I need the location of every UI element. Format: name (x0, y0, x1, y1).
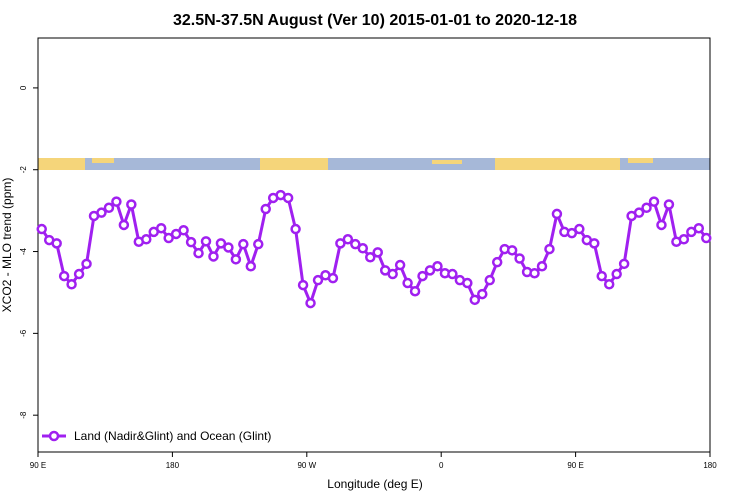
data-point (394, 259, 406, 271)
data-point (81, 258, 92, 270)
y-tick-label: -2 (19, 166, 28, 174)
data-point (208, 251, 219, 262)
data-point (73, 268, 85, 280)
data-point (118, 219, 130, 231)
data-point (633, 207, 645, 218)
data-point (111, 196, 122, 207)
data-point (253, 238, 264, 250)
data-point (529, 267, 540, 279)
y-axis-label: XCO2 - MLO trend (ppm) (0, 178, 14, 313)
data-point (297, 279, 309, 291)
data-point (215, 238, 227, 249)
data-point (163, 232, 174, 244)
x-tick-label: 90 W (297, 461, 316, 470)
data-point (641, 202, 652, 214)
data-point (678, 234, 690, 245)
data-point (701, 232, 712, 244)
y-tick-label: -4 (19, 247, 28, 255)
data-point (409, 285, 421, 297)
x-tick-label: 180 (166, 461, 180, 470)
data-point (103, 202, 115, 214)
data-point (66, 279, 77, 290)
data-point (462, 277, 473, 289)
y-tick-label: -6 (19, 329, 28, 337)
data-point (305, 297, 316, 309)
data-point (193, 247, 204, 259)
data-point (96, 207, 107, 218)
x-tick-label: 0 (439, 461, 444, 470)
data-point (514, 253, 525, 264)
data-point (350, 238, 361, 250)
data-point (200, 236, 212, 247)
legend: Land (Nadir&Glint) and Ocean (Glint) (42, 429, 271, 443)
data-point (238, 238, 249, 250)
data-point (282, 192, 294, 204)
data-point (312, 274, 324, 286)
data-point (36, 223, 47, 235)
data-point (58, 270, 70, 282)
land-ocean-strip (38, 158, 710, 170)
legend-marker (48, 430, 60, 442)
data-point (424, 265, 436, 276)
data-point (155, 222, 167, 234)
data-point (477, 288, 488, 300)
data-point (589, 238, 600, 249)
x-axis-label: Longitude (deg E) (327, 477, 422, 491)
chart-title: 32.5N-37.5N August (Ver 10) 2015-01-01 t… (173, 12, 577, 29)
data-point (126, 199, 137, 210)
legend-label: Land (Nadir&Glint) and Ocean (Glint) (74, 429, 271, 443)
data-point (536, 261, 548, 272)
data-point (245, 261, 257, 272)
data-point (574, 223, 585, 235)
data-point (544, 243, 555, 255)
x-tick-label: 90 E (567, 461, 583, 470)
data-point (387, 268, 398, 280)
data-point (551, 208, 563, 220)
data-point (432, 261, 443, 272)
data-point (693, 222, 705, 234)
data-point (230, 254, 242, 265)
data-point (342, 234, 354, 245)
plot-frame (37, 37, 711, 453)
data-point (290, 223, 301, 235)
data-point (141, 234, 152, 245)
data-point (178, 225, 189, 236)
data-point (603, 279, 615, 290)
data-point (618, 258, 630, 270)
data-point (648, 196, 660, 207)
data-point (185, 236, 197, 248)
x-tick-label: 180 (703, 461, 717, 470)
data-point (417, 270, 428, 282)
x-tick-label: 90 E (30, 461, 46, 470)
data-point (357, 243, 369, 254)
data-point (491, 256, 503, 268)
data-point (506, 245, 518, 256)
data-point (663, 199, 675, 210)
data-point (260, 203, 271, 215)
data-point (596, 270, 607, 282)
data-point (223, 242, 234, 253)
data-point (335, 238, 346, 249)
y-tick-label: 0 (19, 85, 28, 90)
data-point (327, 272, 339, 284)
data-point (566, 227, 578, 239)
data-point (469, 294, 481, 306)
data-point (51, 238, 62, 249)
data-point (611, 268, 622, 280)
data-point (365, 252, 376, 263)
data-point (402, 277, 413, 289)
data-point (656, 219, 667, 231)
y-tick-label: -8 (19, 411, 28, 419)
data-point (447, 268, 458, 280)
data-point (484, 274, 495, 286)
data-point (372, 247, 383, 258)
